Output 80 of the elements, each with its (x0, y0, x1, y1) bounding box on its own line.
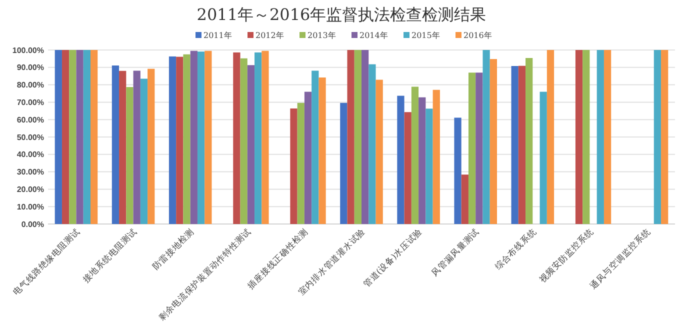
bar (347, 50, 354, 224)
bar (582, 50, 590, 224)
bar (575, 50, 583, 224)
bar (411, 86, 419, 224)
bar (112, 65, 120, 224)
bar (62, 50, 70, 224)
bar (83, 50, 91, 224)
bar (461, 174, 468, 224)
legend-label: 2013年 (308, 31, 336, 40)
bar (482, 50, 490, 224)
y-tick-label: 90.00% (16, 63, 44, 72)
y-tick-label: 50.00% (16, 132, 44, 142)
bar (183, 54, 190, 224)
x-tick-label: 综合布线系统 (492, 226, 539, 272)
bar (126, 87, 134, 224)
bar (290, 108, 298, 224)
bar (354, 50, 362, 224)
bar (133, 70, 140, 224)
bar (247, 65, 255, 224)
legend-label: 2014年 (360, 31, 388, 40)
bar (476, 72, 483, 224)
bar (76, 50, 84, 224)
bar (240, 58, 248, 224)
bar (526, 58, 533, 224)
bar (596, 50, 604, 224)
bar (90, 50, 98, 224)
y-tick-label: 70.00% (16, 98, 44, 107)
y-tick-label: 10.00% (16, 202, 44, 212)
legend-label: 2016年 (464, 31, 492, 40)
bar (318, 77, 326, 224)
bar (418, 97, 426, 224)
bar (69, 50, 76, 224)
bar (511, 66, 518, 224)
y-tick-label: 100.00% (12, 46, 44, 55)
y-tick-label: 60.00% (16, 115, 44, 124)
bar (376, 80, 383, 224)
bar (233, 52, 240, 224)
y-tick-label: 40.00% (16, 150, 44, 160)
bar (297, 102, 304, 224)
bar (168, 56, 176, 224)
bar (426, 108, 433, 224)
bar (190, 50, 198, 224)
bar (654, 50, 662, 224)
bar (254, 52, 262, 224)
legend-label: 2015年 (412, 31, 440, 40)
y-tick-label: 20.00% (16, 185, 44, 194)
chart-title: 2011年～2016年监督执法检查检测结果 (196, 5, 486, 24)
bar (197, 52, 205, 224)
legend-label: 2011年 (204, 31, 232, 40)
bar (312, 70, 319, 224)
bar (490, 59, 497, 224)
bar (604, 50, 612, 224)
bar (454, 118, 462, 224)
bar (340, 102, 348, 224)
bar (148, 68, 155, 224)
y-tick-label: 30.00% (16, 168, 44, 177)
bar (397, 96, 404, 224)
bar (304, 92, 312, 224)
bar (140, 78, 148, 224)
bar (176, 56, 184, 224)
x-tick-label: 防雷接地检测 (150, 226, 196, 272)
bar (262, 50, 269, 224)
y-tick-label: 0.00% (21, 220, 44, 229)
bar (540, 92, 547, 224)
bar (518, 66, 526, 224)
x-tick-label: 接地系统电阻测试 (80, 226, 140, 286)
bar (54, 50, 62, 224)
bar (368, 64, 376, 224)
bar (362, 50, 369, 224)
y-tick-label: 80.00% (16, 80, 44, 90)
bar (661, 50, 668, 224)
x-tick-label: 风管漏风量测试 (429, 226, 482, 279)
legend-label: 2012年 (256, 31, 284, 40)
bar (119, 70, 126, 224)
bar (204, 50, 212, 224)
bar (546, 50, 554, 224)
bar (468, 72, 476, 224)
x-tick-label: 电气线路绝缘电阻测试 (10, 226, 82, 298)
bar (404, 112, 412, 224)
bar (432, 90, 440, 224)
